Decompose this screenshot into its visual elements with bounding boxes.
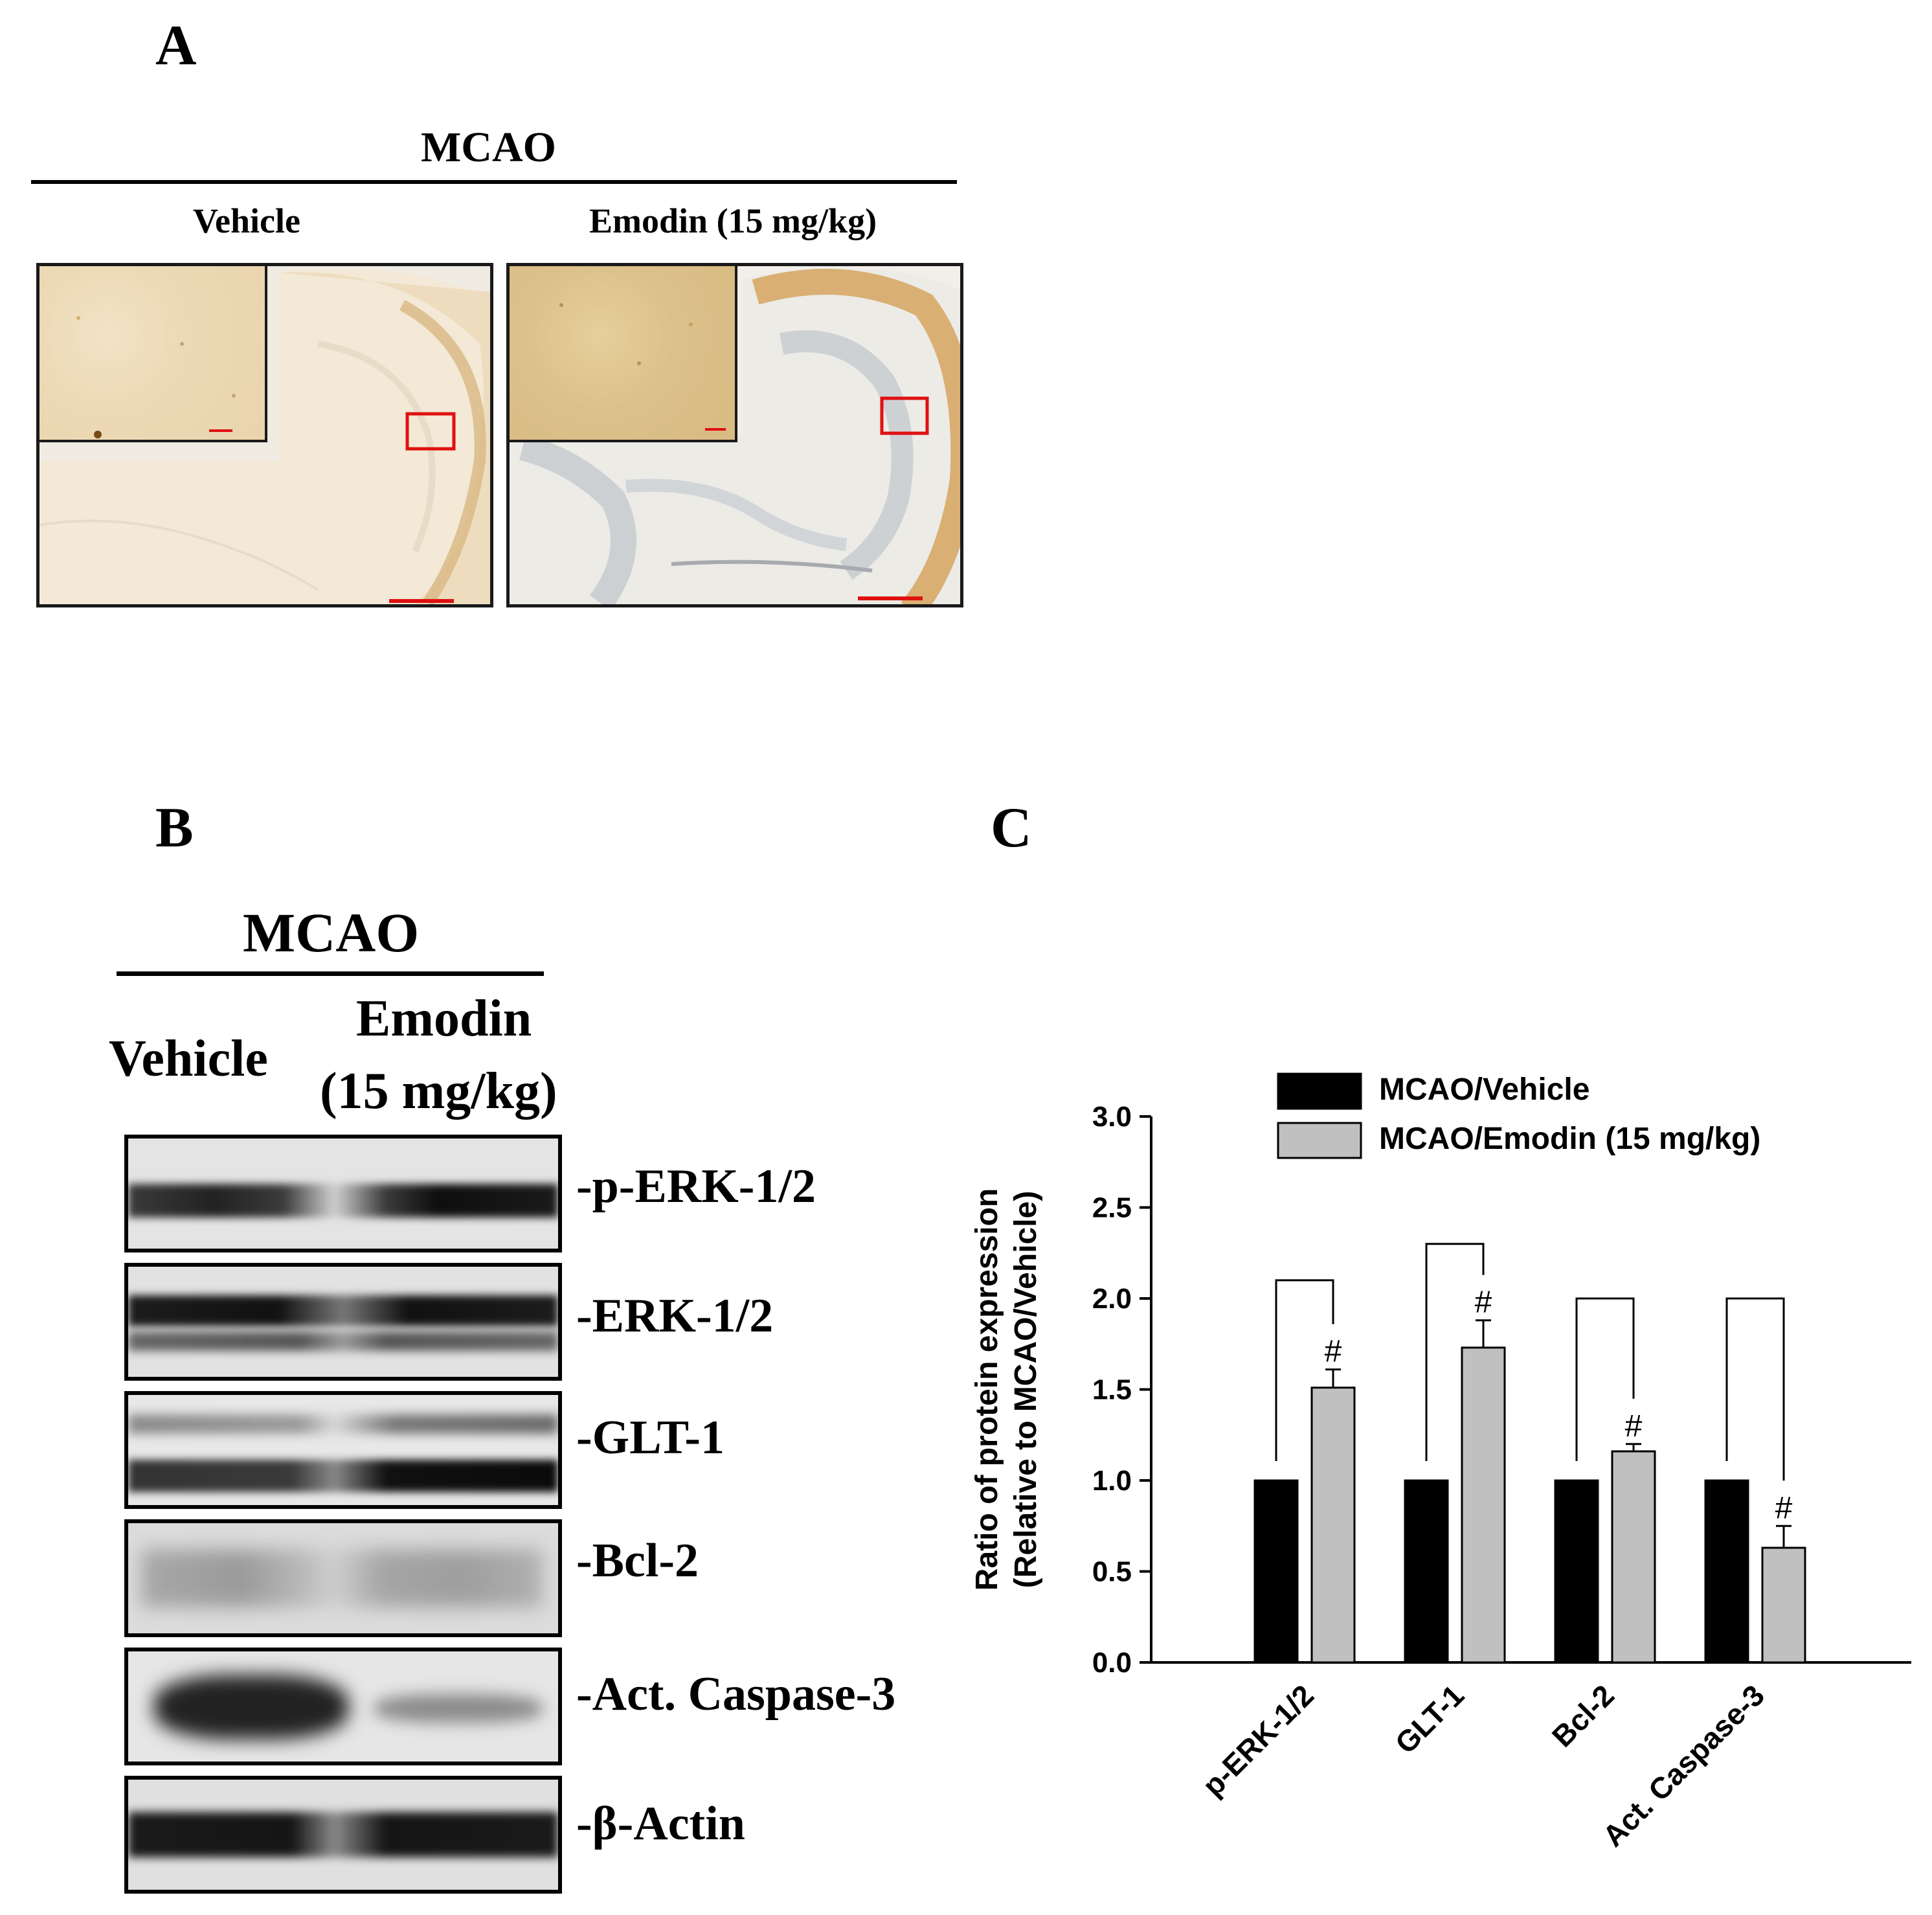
vehicle-scale-bar xyxy=(389,599,454,603)
vehicle-brain-image xyxy=(39,269,490,604)
band-label-bcl2: -Bcl-2 xyxy=(576,1534,699,1587)
vehicle-brain-section xyxy=(36,263,493,607)
panel-a-header-rule xyxy=(31,180,957,184)
y-tick-label: 2.5 xyxy=(1092,1192,1132,1224)
bar-emodin xyxy=(1461,1346,1506,1664)
panel-c-letter: C xyxy=(991,797,1032,859)
bar-vehicle xyxy=(1704,1479,1749,1664)
band-label-p-erk: -p-ERK-1/2 xyxy=(576,1160,816,1213)
protein-expression-chart: 0.0 0.5 1.0 1.5 2.0 2.5 3.0 Ratio of protein ex… xyxy=(970,1072,1911,1853)
bar-vehicle xyxy=(1404,1479,1449,1664)
significance-mark: # xyxy=(1625,1409,1643,1444)
band-label-beta-actin: -β-Actin xyxy=(576,1797,745,1850)
significance-bracket xyxy=(1425,1243,1485,1461)
y-axis-label-line1: Ratio of protein expression xyxy=(970,1188,1004,1591)
bar-vehicle xyxy=(1554,1479,1599,1664)
blot-bcl2 xyxy=(124,1519,562,1637)
x-category-label: Bcl-2 xyxy=(1545,1678,1621,1753)
panel-a-header: MCAO xyxy=(421,124,556,171)
y-axis-label-line2: (Relative to MCAO/Vehicle) xyxy=(1009,1191,1043,1588)
bar-emodin xyxy=(1310,1387,1356,1664)
x-category-label: p-ERK-1/2 xyxy=(1196,1678,1320,1802)
emodin-roi-box xyxy=(880,396,929,435)
emodin-inset-scale-bar xyxy=(705,428,726,431)
y-tick-label: 1.0 xyxy=(1092,1465,1132,1497)
panel-b-header: MCAO xyxy=(243,901,420,964)
panel-b-lane-emodin-line2: (15 mg/kg) xyxy=(320,1063,557,1120)
y-tick-label: 3.0 xyxy=(1092,1101,1132,1133)
significance-mark: # xyxy=(1775,1491,1793,1525)
significance-mark: # xyxy=(1475,1286,1492,1320)
blot-p-erk xyxy=(124,1135,562,1252)
panel-a-letter: A xyxy=(155,14,197,77)
panel-b-lane-emodin-line1: Emodin xyxy=(356,990,532,1047)
bar-emodin xyxy=(1761,1547,1806,1664)
bar-vehicle xyxy=(1253,1479,1299,1664)
significance-bracket xyxy=(1725,1297,1785,1481)
emodin-brain-section xyxy=(506,263,963,607)
emodin-scale-bar xyxy=(858,596,923,600)
legend-swatch-vehicle xyxy=(1277,1072,1362,1110)
vehicle-inset-scale-bar xyxy=(209,429,232,432)
significance-bracket xyxy=(1275,1279,1334,1461)
y-tick-label: 0.0 xyxy=(1092,1647,1132,1679)
y-tick-label: 2.0 xyxy=(1092,1283,1132,1315)
legend-swatch-emodin xyxy=(1277,1122,1362,1159)
legend-label-emodin: MCAO/Emodin (15 mg/kg) xyxy=(1379,1122,1760,1156)
legend-label-vehicle: MCAO/Vehicle xyxy=(1379,1072,1589,1107)
blot-beta-actin xyxy=(124,1776,562,1894)
blot-caspase3 xyxy=(124,1648,562,1765)
vehicle-roi-box xyxy=(405,412,456,451)
panel-a-group-vehicle: Vehicle xyxy=(193,201,300,240)
y-tick-label: 1.5 xyxy=(1092,1374,1132,1406)
panel-b-lane-vehicle: Vehicle xyxy=(109,1030,268,1087)
blot-glt1 xyxy=(124,1391,562,1509)
band-label-erk: -ERK-1/2 xyxy=(576,1289,774,1343)
panel-b-letter: B xyxy=(155,797,194,859)
blot-erk xyxy=(124,1263,562,1381)
band-label-caspase3: -Act. Caspase-3 xyxy=(576,1668,896,1721)
emodin-inset-magnified xyxy=(510,266,737,442)
x-category-label: Act. Caspase-3 xyxy=(1596,1678,1771,1853)
bar-emodin xyxy=(1611,1450,1656,1664)
panel-a-group-emodin: Emodin (15 mg/kg) xyxy=(589,201,877,240)
y-tick-label: 0.5 xyxy=(1092,1556,1132,1588)
band-label-glt1: -GLT-1 xyxy=(576,1411,724,1464)
significance-bracket xyxy=(1575,1297,1635,1461)
vehicle-inset-magnified xyxy=(39,266,267,442)
x-category-label: GLT-1 xyxy=(1389,1678,1471,1760)
panel-b-header-rule xyxy=(117,971,544,976)
significance-mark: # xyxy=(1325,1335,1342,1369)
